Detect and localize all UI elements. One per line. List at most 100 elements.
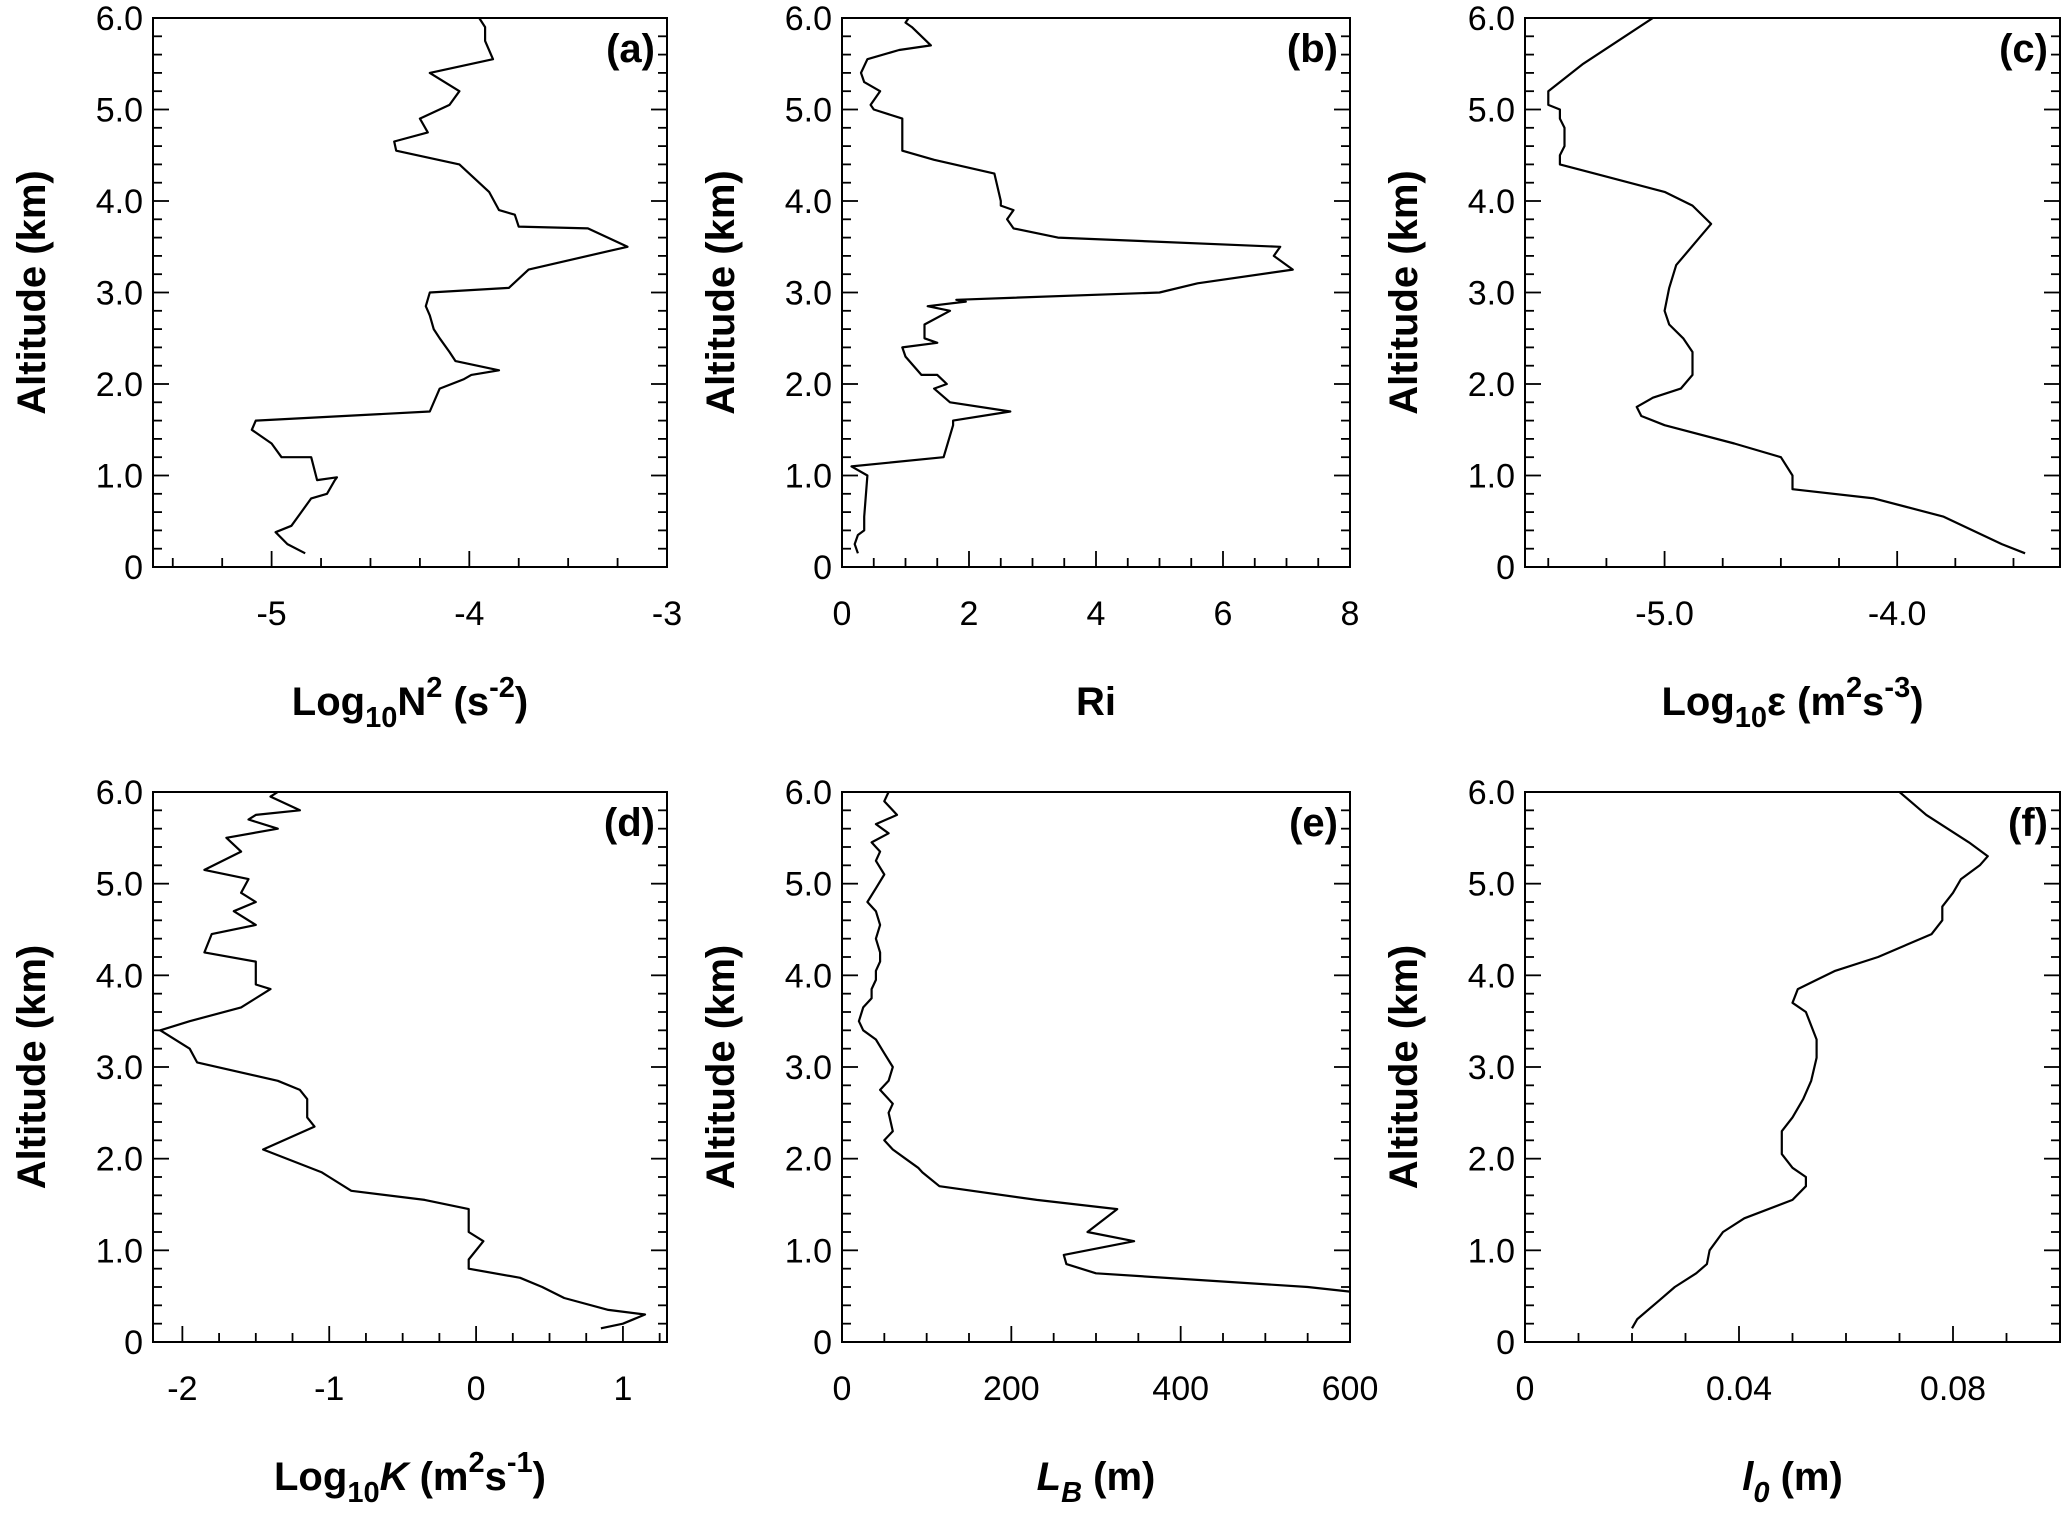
plot-frame bbox=[841, 791, 1351, 1343]
panel-label: (d) bbox=[604, 801, 655, 845]
x-axis-title: LB (m) bbox=[1037, 1455, 1156, 1509]
x-axis-title-part: ) bbox=[533, 1455, 546, 1499]
x-axis-title-part: l bbox=[1742, 1455, 1754, 1499]
plot-frame bbox=[841, 17, 1351, 568]
y-tick-label: 1.0 bbox=[1468, 1232, 1515, 1270]
y-tick-label: 1.0 bbox=[96, 1232, 143, 1270]
y-tick-label: 4.0 bbox=[785, 957, 832, 995]
y-axis-title: Altitude (km) bbox=[10, 945, 54, 1189]
x-axis-title-part: Log bbox=[292, 680, 365, 724]
panel-label: (b) bbox=[1287, 27, 1338, 71]
x-axis-title-part: Log bbox=[274, 1455, 347, 1499]
x-axis-title-part: 0 bbox=[1753, 1477, 1769, 1509]
y-tick-label: 4.0 bbox=[96, 957, 143, 995]
y-tick-label: 2.0 bbox=[785, 1141, 832, 1179]
x-axis-title-part: (s bbox=[442, 680, 489, 724]
x-axis-title: Ri bbox=[1076, 680, 1116, 724]
x-tick-label: -1 bbox=[314, 1370, 344, 1408]
y-tick-label: 6.0 bbox=[1468, 0, 1515, 38]
y-tick-label: 2.0 bbox=[1468, 1141, 1515, 1179]
y-tick-label: 4.0 bbox=[96, 183, 143, 221]
y-tick-label: 5.0 bbox=[96, 866, 143, 904]
y-tick-label: 6.0 bbox=[96, 774, 143, 812]
y-tick-label: 1.0 bbox=[96, 458, 143, 496]
profile-line bbox=[159, 791, 647, 1330]
y-tick-label: 2.0 bbox=[785, 366, 832, 404]
x-axis-title-part: s bbox=[485, 1455, 507, 1499]
y-tick-label: 5.0 bbox=[785, 92, 832, 130]
panel-label: (c) bbox=[1999, 27, 2048, 71]
y-tick-label: 5.0 bbox=[96, 92, 143, 130]
x-axis-title-part: ε (m bbox=[1767, 680, 1846, 724]
x-tick-label: -4.0 bbox=[1868, 595, 1927, 633]
x-axis-title-part: L bbox=[1037, 1455, 1061, 1499]
y-tick-label: 0 bbox=[124, 1324, 143, 1362]
x-axis-title-part: (m) bbox=[1769, 1455, 1842, 1499]
y-tick-label: 2.0 bbox=[96, 366, 143, 404]
x-tick-label: 0 bbox=[467, 1370, 486, 1408]
y-tick-label: 2.0 bbox=[1468, 366, 1515, 404]
y-tick-label: 3.0 bbox=[1468, 275, 1515, 313]
y-tick-label: 4.0 bbox=[1468, 183, 1515, 221]
x-axis-title-part: -2 bbox=[489, 672, 515, 704]
y-tick-label: 2.0 bbox=[96, 1141, 143, 1179]
x-tick-label: -5.0 bbox=[1635, 595, 1694, 633]
x-axis-title-part: Ri bbox=[1076, 680, 1116, 724]
x-axis-title-part: s bbox=[1862, 680, 1884, 724]
y-axis-title: Altitude (km) bbox=[10, 170, 54, 414]
y-tick-label: 0 bbox=[813, 549, 832, 587]
x-axis-title-part: 10 bbox=[347, 1477, 379, 1509]
y-tick-label: 3.0 bbox=[96, 1049, 143, 1087]
panel-e: 0 200 400 600 0 1.0 2.0 3.0 4.0 5.0 6.0 Altitude (k… bbox=[699, 774, 1378, 1509]
y-tick-label: 3.0 bbox=[785, 275, 832, 313]
y-axis-title: Altitude (km) bbox=[1382, 170, 1426, 414]
y-tick-label: 3.0 bbox=[96, 275, 143, 313]
x-axis-title-part: 10 bbox=[365, 702, 397, 734]
x-tick-label: 600 bbox=[1322, 1370, 1379, 1408]
profile-line bbox=[1547, 17, 2026, 555]
panel-c: -5.0 -4.0 0 1.0 2.0 3.0 4.0 5.0 6.0 Altitude (km)… bbox=[1382, 0, 2061, 734]
profile-line bbox=[250, 17, 629, 555]
x-tick-label: -2 bbox=[167, 1370, 197, 1408]
y-tick-label: 6.0 bbox=[96, 0, 143, 38]
x-axis-title-part: N bbox=[397, 680, 426, 724]
x-tick-label: 8 bbox=[1341, 595, 1360, 633]
y-tick-label: 5.0 bbox=[1468, 866, 1515, 904]
y-tick-label: 5.0 bbox=[1468, 92, 1515, 130]
x-tick-label: 0 bbox=[833, 595, 852, 633]
x-tick-label: 4 bbox=[1087, 595, 1106, 633]
y-tick-label: 6.0 bbox=[785, 774, 832, 812]
x-axis-title-part: -1 bbox=[507, 1447, 533, 1479]
x-tick-label: -3 bbox=[652, 595, 682, 633]
x-axis-title-part: ) bbox=[1910, 680, 1923, 724]
x-axis-title-part: (m bbox=[408, 1455, 468, 1499]
x-tick-label: 0.04 bbox=[1706, 1370, 1772, 1408]
x-axis-title-part: -3 bbox=[1884, 672, 1910, 704]
x-axis-title-part: 2 bbox=[468, 1447, 484, 1479]
x-tick-label: 6 bbox=[1214, 595, 1233, 633]
x-axis-title-part: 2 bbox=[1846, 672, 1862, 704]
panel-d: -2 -1 0 10 1.0 2.0 3.0 4.0 5.0 6.0 Altitude (km) Lo… bbox=[10, 774, 668, 1509]
y-tick-label: 4.0 bbox=[1468, 957, 1515, 995]
panel-label: (e) bbox=[1289, 801, 1338, 845]
x-axis-title-part: B bbox=[1061, 1477, 1082, 1509]
y-tick-label: 0 bbox=[1496, 1324, 1515, 1362]
profile-line bbox=[1631, 791, 1989, 1329]
x-tick-label: -4 bbox=[454, 595, 484, 633]
panel-f: 0 0.04 0.08 0 1.0 2.0 3.0 4.0 5.0 6.0 Altitude (km… bbox=[1382, 774, 2061, 1509]
y-tick-label: 0 bbox=[1496, 549, 1515, 587]
y-axis-title: Altitude (km) bbox=[699, 945, 743, 1189]
y-tick-label: 3.0 bbox=[1468, 1049, 1515, 1087]
profile-line bbox=[850, 17, 1294, 554]
x-axis-title-part: K bbox=[380, 1455, 412, 1499]
y-tick-label: 5.0 bbox=[785, 866, 832, 904]
x-tick-label: -5 bbox=[256, 595, 286, 633]
y-tick-label: 6.0 bbox=[1468, 774, 1515, 812]
x-tick-label: 2 bbox=[960, 595, 979, 633]
y-tick-label: 6.0 bbox=[785, 0, 832, 38]
y-tick-label: 1.0 bbox=[1468, 458, 1515, 496]
x-axis-title-part: (m) bbox=[1082, 1455, 1155, 1499]
x-tick-label: 0 bbox=[1516, 1370, 1535, 1408]
y-axis-title: Altitude (km) bbox=[699, 170, 743, 414]
